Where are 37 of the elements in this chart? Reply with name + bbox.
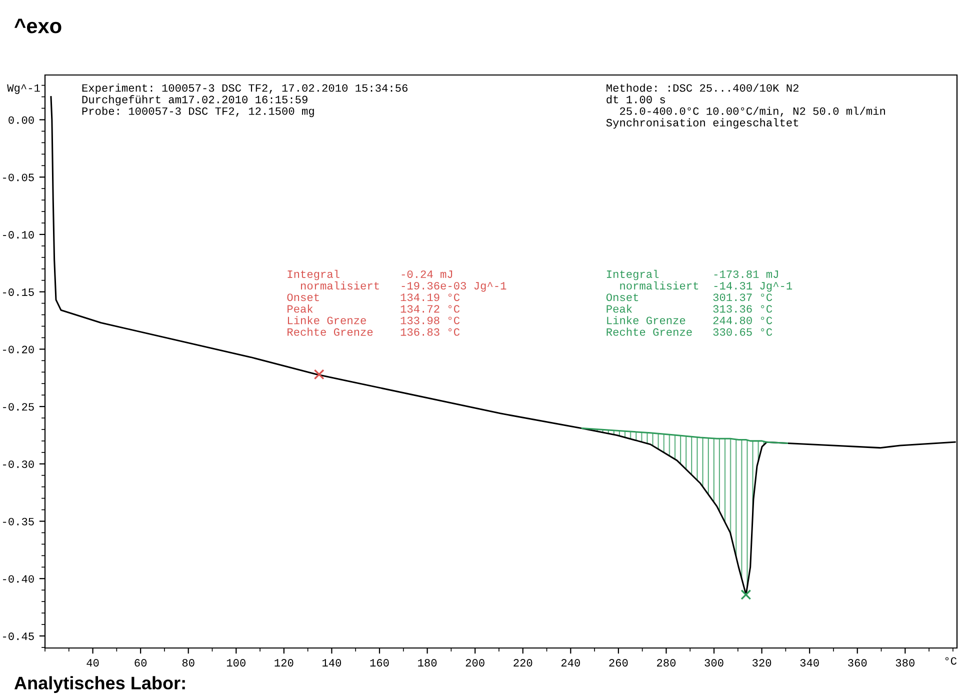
x-tick-label: 320: [752, 659, 772, 667]
x-tick-label: 380: [896, 659, 914, 667]
x-tick-label: 360: [848, 659, 867, 667]
y-tick-label: -0.35: [3, 518, 34, 526]
text: Analytisches Labor:: [14, 676, 185, 693]
annotation: Experiment: 100057-3 DSC TF2, 17.02.2010 15:34:56 Durchgeführt am17.02.2010 16:15:59 Probe: 100057-3 DSC TF2, 12.1500 mg: [82, 84, 408, 118]
line-series: [581, 428, 788, 444]
x-tick-label: 120: [274, 659, 294, 667]
annotation: Integral -0.24 mJ normalisiert -19.36e-03 Jg^-1 Onset 134.19 °C Peak 134.72 °C Linke Grenze 133.98 °C Rechte Grenze 136.83 °C: [287, 270, 506, 336]
x-tick-label: 40: [86, 659, 99, 667]
annotation: Integral -173.81 mJ normalisiert -14.31 Jg^-1 Onset 301.37 °C Peak 313.36 °C Linke Grenze 244.80 °C Rechte Grenze 330.65 °C: [606, 270, 792, 336]
x-tick-label: 140: [322, 659, 342, 667]
y-tick-label: -0.10: [3, 231, 34, 239]
y-tick-label: -0.30: [3, 460, 34, 468]
annotation: Methode: :DSC 25...400/10K N2 dt 1.00 s 25.0-400.0°C 10.00°C/min, N2 50.0 ml/min Synchronisation eingeschaltet: [606, 84, 885, 129]
x-tick-label: 340: [800, 659, 819, 667]
y-tick-label: -0.40: [3, 575, 34, 583]
x-tick-label: 240: [561, 659, 580, 667]
x-tick-label: 200: [466, 659, 484, 667]
x-tick-label: 180: [418, 659, 437, 667]
x-tick-label: 60: [134, 659, 147, 667]
x-tick-label: 160: [370, 659, 389, 667]
x-tick-label: 260: [609, 659, 628, 667]
x-tick-label: 100: [226, 659, 246, 667]
y-tick-label: 0.00: [8, 116, 34, 124]
chart-title: ^exo: [14, 18, 62, 34]
y-axis-title: Wg^-1: [7, 84, 40, 94]
x-tick-label: 220: [514, 659, 532, 667]
x-tick-label: 80: [182, 659, 194, 667]
y-tick-label: -0.20: [3, 346, 34, 354]
y-tick-label: -0.45: [3, 632, 34, 640]
x-axis-title: °C: [945, 657, 957, 665]
x-tick-label: 280: [657, 659, 676, 667]
x-tick-label: 300: [704, 659, 724, 667]
y-tick-label: -0.05: [3, 174, 34, 182]
y-tick-label: -0.15: [3, 288, 34, 296]
y-tick-label: -0.25: [3, 403, 34, 411]
